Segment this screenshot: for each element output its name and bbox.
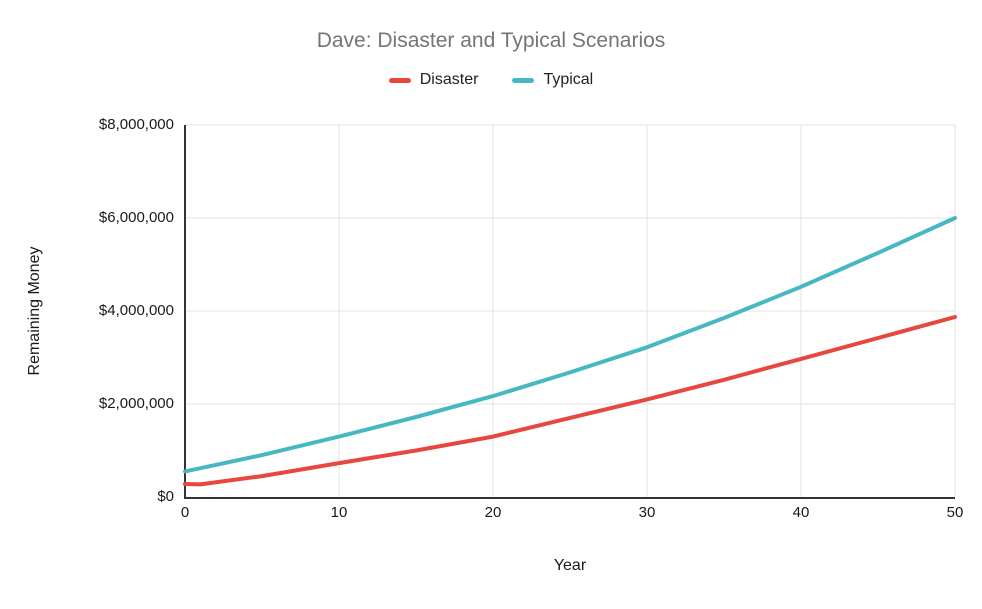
series-line-disaster (183, 315, 957, 487)
y-tick-label: $0 (157, 488, 174, 505)
y-axis-title: Remaining Money (26, 246, 43, 376)
chart-title: Dave: Disaster and Typical Scenarios (316, 29, 666, 52)
x-axis-tick-labels: 0 10 20 30 40 50 (0, 504, 982, 524)
y-tick-label: $8,000,000 (98, 116, 174, 133)
x-tick-label: 40 (792, 504, 810, 521)
y-tick-label: $4,000,000 (98, 302, 174, 319)
legend-item-typical: Typical (512, 71, 593, 89)
legend-label: Disaster (419, 71, 479, 88)
series-line-typical (183, 216, 957, 474)
y-tick-label: $6,000,000 (98, 209, 174, 226)
legend-item-disaster: Disaster (388, 71, 479, 89)
x-tick-label: 0 (180, 504, 190, 521)
legend-swatch-disaster (388, 77, 411, 83)
legend: Disaster Typical (0, 71, 982, 89)
x-tick-label: 10 (330, 504, 348, 521)
x-tick-label: 50 (946, 504, 964, 521)
x-tick-label: 30 (638, 504, 656, 521)
y-tick-label: $2,000,000 (98, 395, 174, 412)
legend-label: Typical (543, 71, 594, 88)
x-axis-title: Year (553, 557, 587, 574)
x-tick-label: 20 (484, 504, 502, 521)
legend-swatch-typical (512, 77, 535, 83)
